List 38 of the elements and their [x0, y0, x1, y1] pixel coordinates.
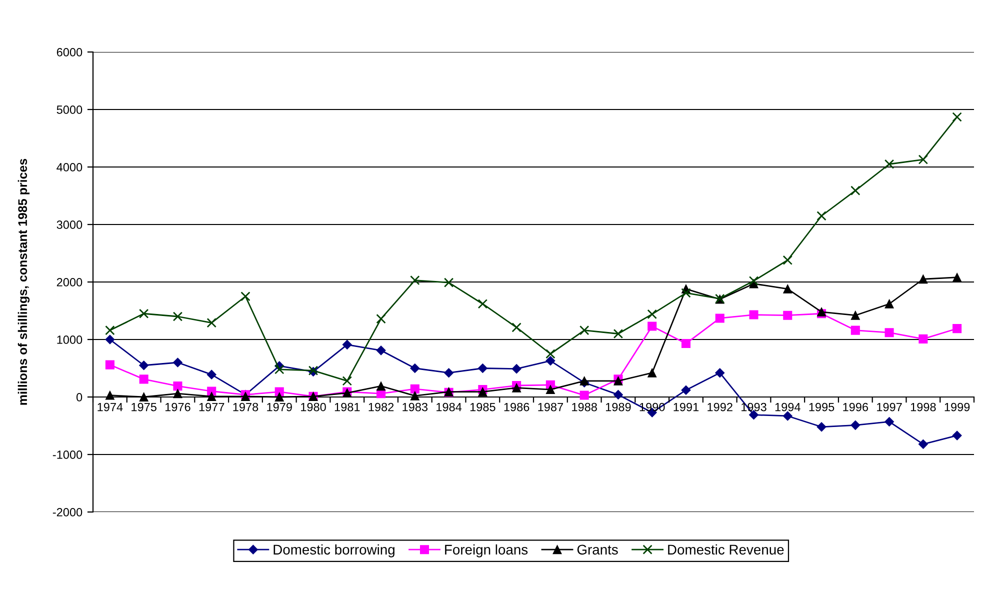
y-tick-label: 1000	[57, 336, 82, 344]
x-tick-label: 1979	[267, 402, 292, 412]
y-tick-label: 6000	[56, 48, 82, 56]
x-tick-label: 1987	[538, 402, 563, 412]
x-tick-label: 1980	[301, 402, 326, 412]
x-tick-label: 1974	[98, 402, 123, 412]
legend-label: Domestic borrowing	[274, 544, 394, 558]
x-tick-label: 1996	[843, 402, 868, 412]
x-tick-label: 1994	[775, 402, 800, 412]
y-tick-label: 3000	[56, 220, 82, 229]
x-tick-label: 1991	[674, 402, 699, 412]
x-tick-label: 1992	[708, 402, 732, 412]
x-tick-label: 1985	[470, 402, 496, 412]
x-tick-label: 1984	[436, 402, 462, 412]
x-tick-label: 1989	[606, 402, 631, 412]
x-tick-label: 1977	[199, 402, 224, 412]
y-tick-label: 2000	[56, 278, 82, 286]
y-tick-label: 4000	[56, 163, 82, 172]
legend-label: Grants	[577, 544, 618, 555]
x-tick-label: 1982	[368, 402, 394, 412]
x-tick-label: 1978	[233, 402, 258, 412]
x-tick-label: 1975	[132, 402, 156, 412]
y-tick-label: 5000	[56, 106, 82, 114]
legend-label: Foreign loans	[445, 544, 528, 558]
y-axis-title: millions of shillings, constant 1985 prices	[18, 158, 30, 405]
x-tick-label: 1983	[402, 402, 428, 412]
x-tick-label: 1999	[944, 402, 970, 412]
legend-label: Domestic Revenue	[668, 544, 784, 555]
x-tick-label: 1976	[165, 402, 190, 412]
x-tick-label: 1988	[572, 402, 597, 412]
x-tick-label: 1997	[877, 402, 902, 412]
y-tick-label: -2000	[52, 508, 82, 516]
y-tick-label: -1000	[52, 450, 82, 459]
y-tick-label: 0	[76, 393, 82, 402]
x-tick-label: 1995	[809, 402, 834, 412]
x-tick-label: 1981	[334, 402, 360, 412]
x-tick-label: 1998	[910, 402, 936, 412]
x-tick-label: 1986	[504, 402, 530, 412]
